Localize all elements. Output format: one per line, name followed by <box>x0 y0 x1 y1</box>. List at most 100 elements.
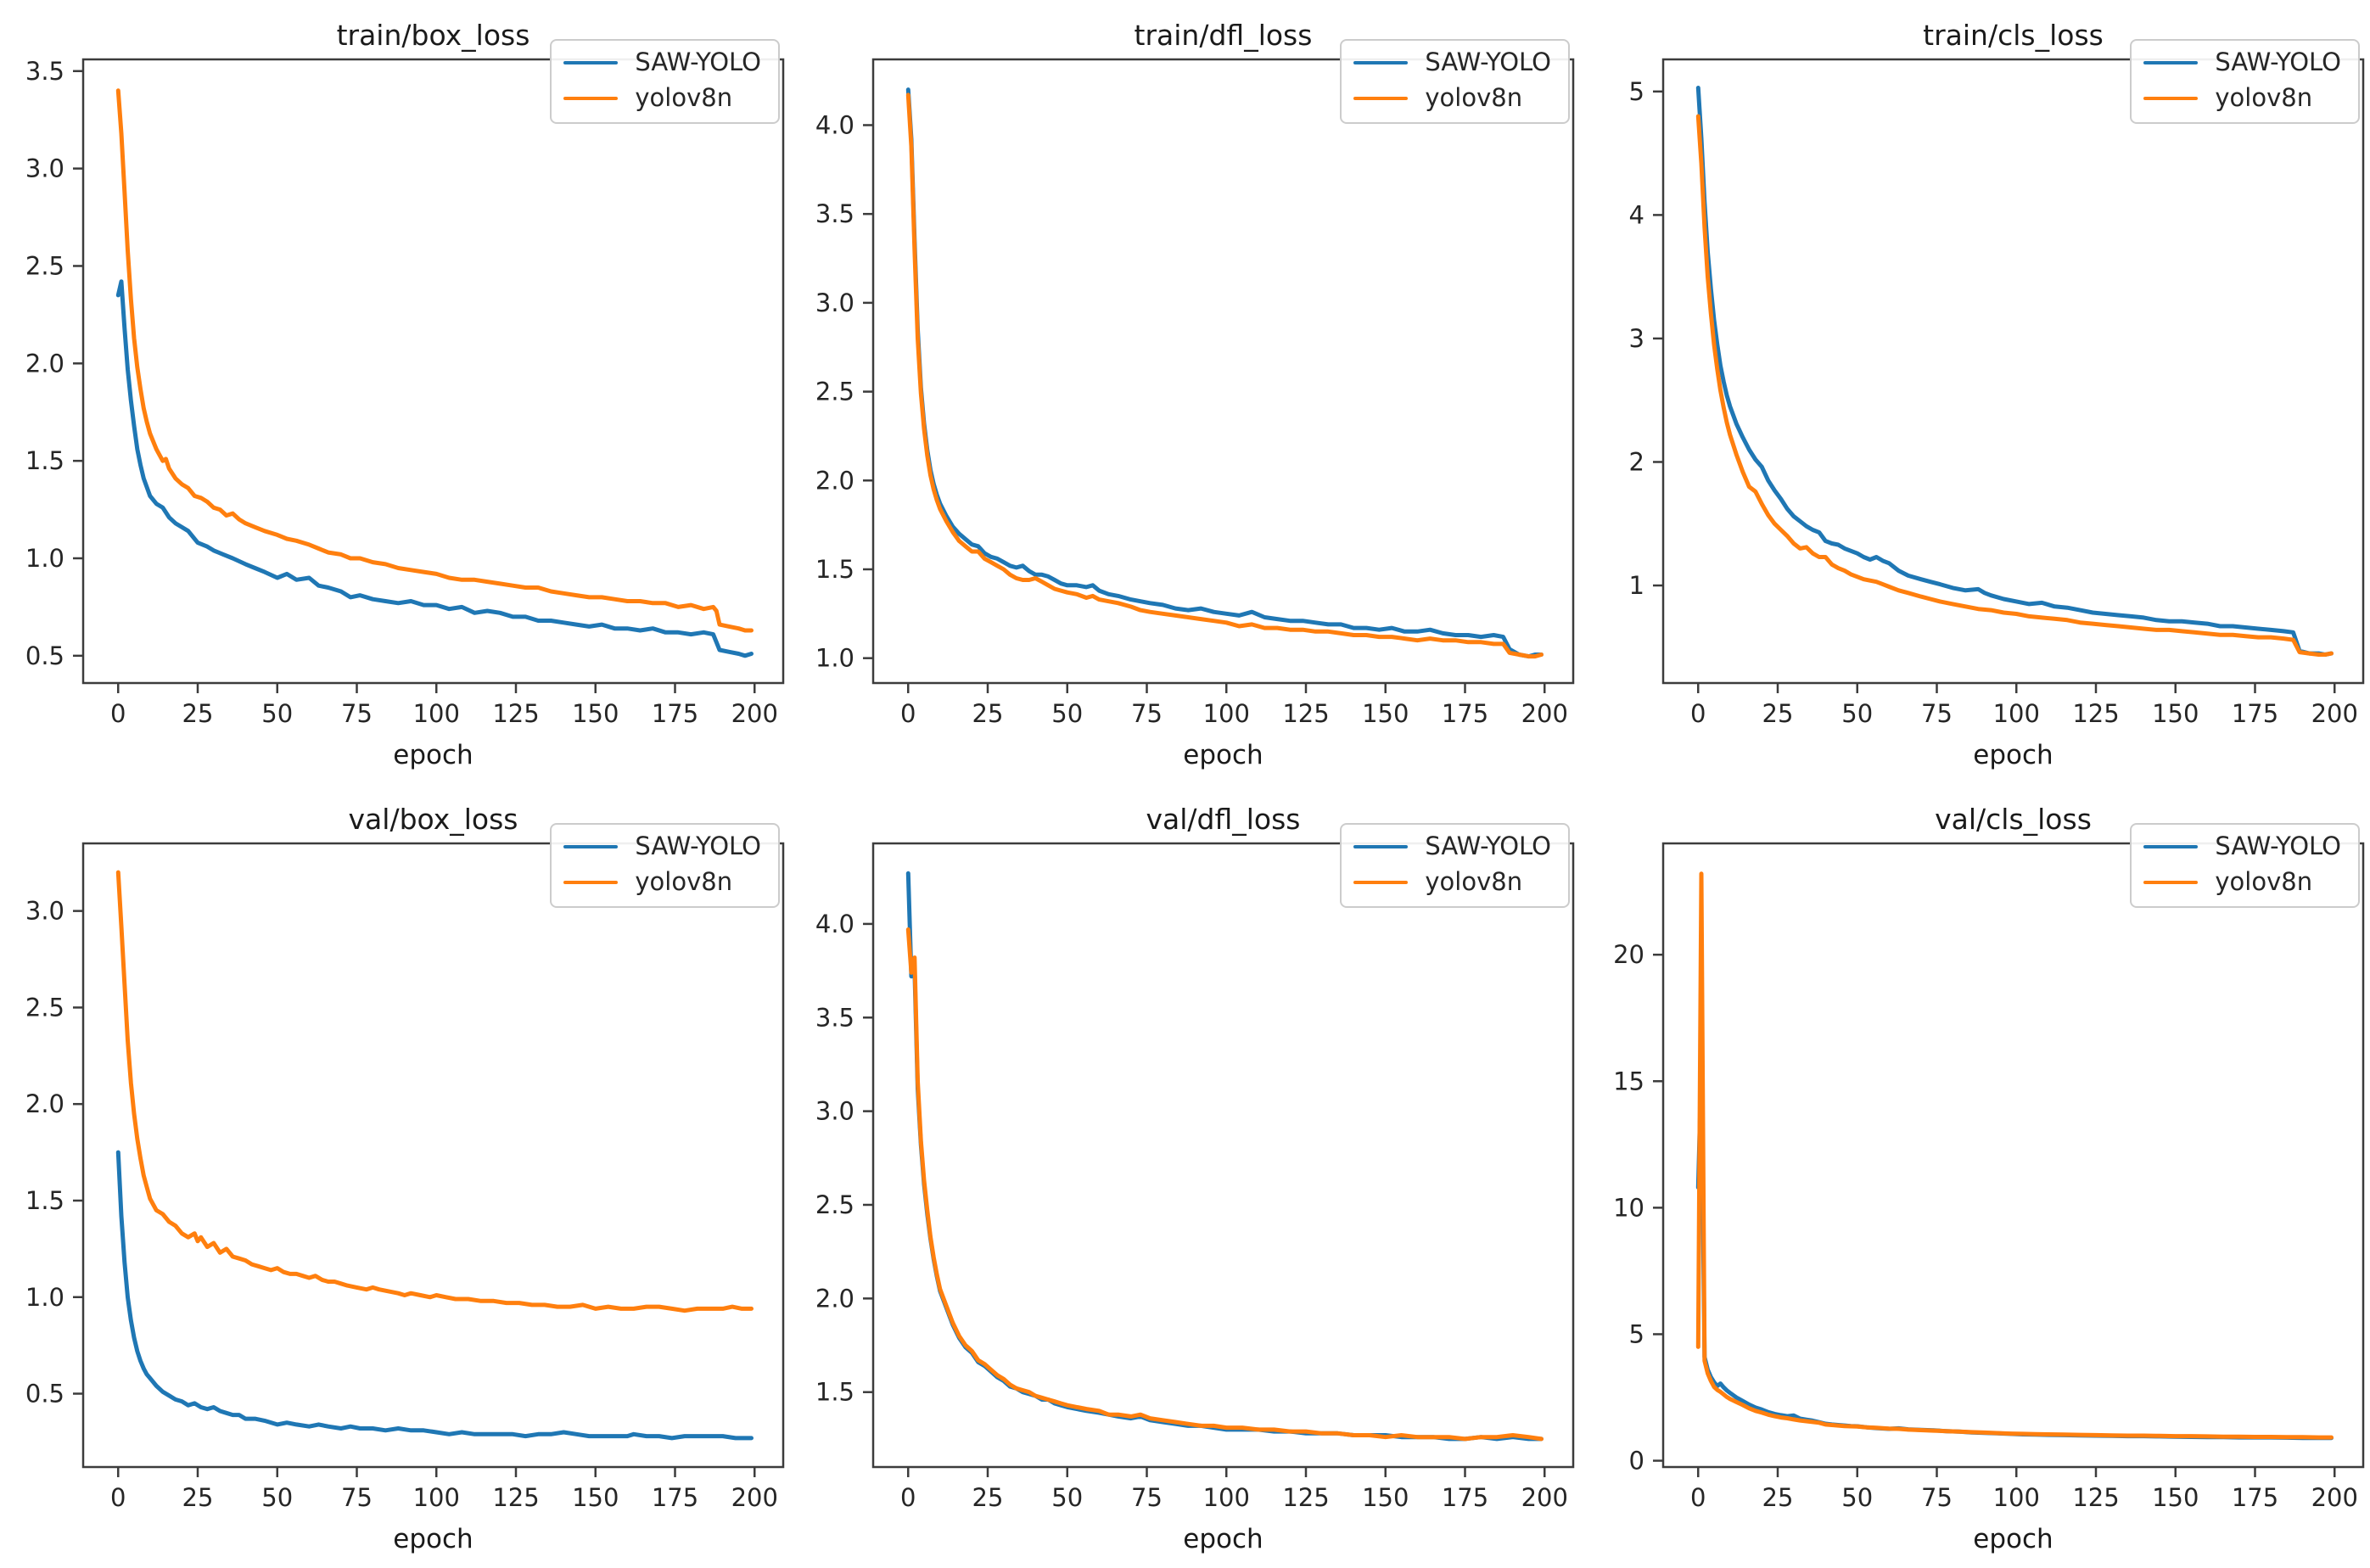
legend-line-swatch <box>563 880 619 885</box>
y-tick-label: 1.0 <box>815 644 854 673</box>
legend-line-swatch <box>1353 844 1409 849</box>
x-tick-label: 150 <box>2152 1483 2199 1512</box>
x-tick-label: 50 <box>1051 1483 1083 1512</box>
x-tick-label: 100 <box>1203 1483 1250 1512</box>
x-tick-label: 175 <box>1442 1483 1488 1512</box>
y-tick-label: 3.5 <box>25 57 64 86</box>
axes-frame <box>1661 842 2365 1469</box>
legend-line-swatch <box>563 844 619 849</box>
series-line <box>905 871 1544 1442</box>
y-tick-label: 15 <box>1613 1067 1644 1095</box>
legend-box: SAW-YOLO yolov8n <box>2130 823 2360 908</box>
x-tick-label: 25 <box>182 699 214 728</box>
x-tick-label: 150 <box>572 699 619 728</box>
y-tick-label: 2.0 <box>25 349 64 378</box>
legend-label: SAW-YOLO <box>635 832 761 860</box>
x-tick-label: 200 <box>731 699 778 728</box>
y-tick-label: 4 <box>1629 200 1644 229</box>
legend-line-swatch <box>2143 880 2199 885</box>
legend-box: SAW-YOLO yolov8n <box>550 39 780 124</box>
x-tick-label: 25 <box>182 1483 214 1512</box>
y-tick-label: 5 <box>1629 1319 1644 1348</box>
series-line <box>115 870 754 1313</box>
series-line <box>115 1150 754 1441</box>
y-tick-label: 1 <box>1629 571 1644 600</box>
x-tick-label: 150 <box>572 1483 619 1512</box>
x-tick-label: 100 <box>413 699 460 728</box>
x-tick-label: 125 <box>2072 1483 2119 1512</box>
x-tick-label: 200 <box>2311 699 2358 728</box>
legend-entry-yolov8n: yolov8n <box>563 82 761 112</box>
legend-label: yolov8n <box>635 82 733 112</box>
x-axis-label: epoch <box>1183 740 1263 770</box>
x-tick-label: 150 <box>2152 699 2199 728</box>
x-axis-label: epoch <box>1973 1524 2053 1554</box>
x-tick-label: 0 <box>900 1483 916 1512</box>
chart-title: val/dfl_loss <box>1146 803 1301 836</box>
x-tick-label: 175 <box>652 1483 698 1512</box>
y-tick-label: 1.0 <box>25 1283 64 1312</box>
y-tick-label: 3.5 <box>815 1003 854 1032</box>
series-line <box>1695 1066 2334 1441</box>
y-tick-label: 1.5 <box>815 1378 854 1407</box>
y-tick-label: 1.5 <box>815 555 854 584</box>
y-tick-label: 4.0 <box>815 910 854 938</box>
legend-label: SAW-YOLO <box>1425 832 1551 860</box>
legend-entry-yolov8n: yolov8n <box>1353 866 1551 896</box>
chart-cell-val-cls-loss: val/cls_loss 0 25 50 75 100 125 150 175 200 0 5 10 1… <box>1580 784 2370 1568</box>
y-tick-label: 3.5 <box>815 199 854 228</box>
y-tick-label: 10 <box>1613 1193 1644 1222</box>
chart-title: train/dfl_loss <box>1134 19 1313 52</box>
legend-label: SAW-YOLO <box>1425 48 1551 76</box>
y-tick-label: 3.0 <box>815 288 854 317</box>
axes-frame <box>81 842 785 1469</box>
chart-title: train/box_loss <box>336 19 530 52</box>
chart-cell-train-cls-loss: train/cls_loss 0 25 50 75 100 125 150 175 200 1 2 3… <box>1580 0 2370 784</box>
x-tick-label: 175 <box>1442 699 1488 728</box>
y-tick-label: 2.5 <box>815 378 854 406</box>
chart-cell-val-dfl-loss: val/dfl_loss 0 25 50 75 100 125 150 175 200 1.5 2.… <box>790 784 1580 1568</box>
legend-line-swatch <box>2143 60 2199 65</box>
series-line <box>1695 114 2334 657</box>
legend-label: yolov8n <box>1425 82 1523 112</box>
legend-box: SAW-YOLO yolov8n <box>550 823 780 908</box>
x-tick-label: 175 <box>2232 699 2278 728</box>
x-tick-label: 125 <box>1282 699 1329 728</box>
chart-title: val/cls_loss <box>1935 803 2092 836</box>
series-line <box>115 88 754 633</box>
legend-entry-saw-yolo: SAW-YOLO <box>1353 832 1551 860</box>
x-tick-label: 50 <box>261 699 293 728</box>
y-tick-label: 2.0 <box>25 1089 64 1118</box>
x-tick-label: 25 <box>1762 699 1794 728</box>
x-tick-label: 75 <box>1131 1483 1163 1512</box>
series-line <box>1695 86 2334 657</box>
y-tick-label: 2.0 <box>815 1284 854 1313</box>
x-tick-label: 100 <box>1993 1483 2040 1512</box>
y-tick-label: 3 <box>1629 324 1644 353</box>
legend-line-swatch <box>2143 96 2199 101</box>
y-tick-label: 2.5 <box>25 993 64 1022</box>
x-tick-label: 150 <box>1362 699 1409 728</box>
y-tick-label: 2 <box>1629 447 1644 476</box>
legend-entry-saw-yolo: SAW-YOLO <box>2143 48 2341 76</box>
legend-label: yolov8n <box>2215 82 2313 112</box>
chart-cell-train-box-loss: train/box_loss 0 25 50 75 100 125 150 175 200 0.5… <box>0 0 790 784</box>
x-tick-label: 75 <box>341 1483 373 1512</box>
y-tick-label: 1.0 <box>25 544 64 573</box>
x-tick-label: 0 <box>110 699 126 728</box>
y-tick-label: 0.5 <box>25 641 64 670</box>
y-tick-label: 1.5 <box>25 1186 64 1215</box>
y-tick-label: 2.0 <box>815 466 854 495</box>
legend-line-swatch <box>1353 96 1409 101</box>
legend-label: yolov8n <box>635 866 733 896</box>
legend-label: yolov8n <box>1425 866 1523 896</box>
axes-frame <box>81 58 785 685</box>
legend-label: yolov8n <box>2215 866 2313 896</box>
x-tick-label: 125 <box>2072 699 2119 728</box>
plot-canvas: 0 25 50 75 100 125 150 175 200 1.0 1.5 2.0 2.5 3.0 3.5… <box>815 58 1575 728</box>
series-line <box>905 87 1544 659</box>
x-tick-label: 25 <box>972 1483 1004 1512</box>
legend-entry-yolov8n: yolov8n <box>2143 82 2341 112</box>
legend-entry-saw-yolo: SAW-YOLO <box>2143 832 2341 860</box>
